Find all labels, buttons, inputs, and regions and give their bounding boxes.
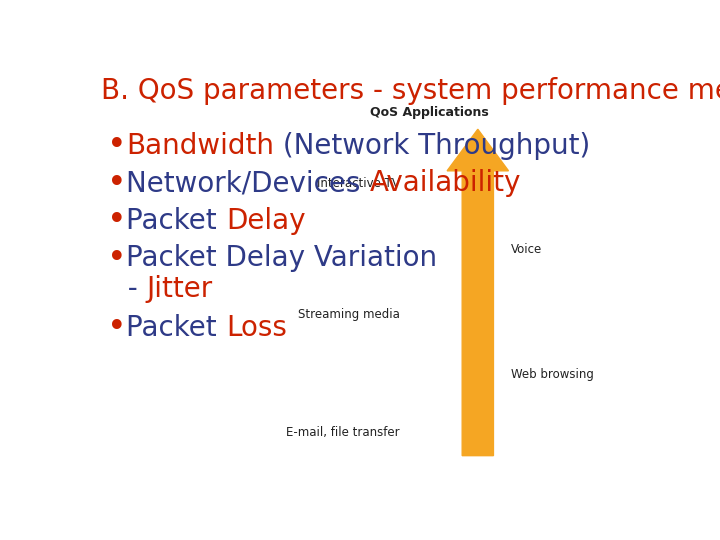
- Text: Jitter: Jitter: [146, 274, 212, 302]
- Text: Packet Delay Variation: Packet Delay Variation: [126, 244, 437, 272]
- Text: E-mail, file transfer: E-mail, file transfer: [286, 426, 400, 439]
- Text: Streaming media: Streaming media: [298, 308, 400, 321]
- Text: Packet: Packet: [126, 207, 226, 235]
- Text: QoS Applications: QoS Applications: [370, 106, 489, 119]
- Polygon shape: [447, 129, 508, 456]
- Text: Network/Devices: Network/Devices: [126, 170, 369, 197]
- Text: -: -: [109, 274, 146, 302]
- Text: (Network Throughput): (Network Throughput): [274, 132, 590, 160]
- Text: •: •: [107, 204, 127, 237]
- Text: Interactive TV: Interactive TV: [317, 177, 400, 190]
- Text: •: •: [107, 130, 127, 163]
- Text: B. QoS parameters - system performance metrics: B. QoS parameters - system performance m…: [101, 77, 720, 105]
- Text: Packet: Packet: [126, 314, 226, 342]
- Text: •: •: [107, 311, 127, 344]
- Text: •: •: [107, 241, 127, 275]
- Text: •: •: [107, 167, 127, 200]
- Text: Web browsing: Web browsing: [511, 368, 594, 381]
- Text: Bandwidth: Bandwidth: [126, 132, 274, 160]
- Text: Voice: Voice: [511, 244, 543, 256]
- Text: Loss: Loss: [226, 314, 287, 342]
- Text: Availability: Availability: [369, 170, 521, 197]
- Text: Delay: Delay: [226, 207, 305, 235]
